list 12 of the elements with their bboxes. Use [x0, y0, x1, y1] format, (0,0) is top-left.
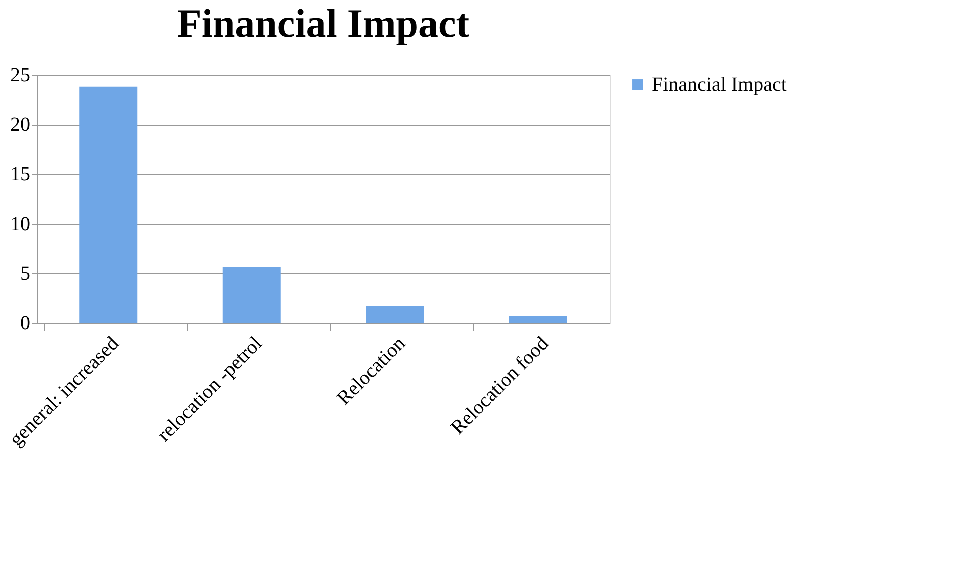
chart-title: Financial Impact — [177, 1, 470, 46]
y-tick-label: 20 — [10, 114, 30, 136]
y-tick-label: 0 — [20, 312, 30, 334]
bar — [509, 316, 568, 323]
y-tick-label: 25 — [10, 64, 30, 86]
y-tick-label: 5 — [20, 262, 30, 285]
bar — [366, 306, 424, 323]
y-tick-label: 15 — [10, 164, 30, 186]
y-tick-label: 10 — [10, 213, 30, 236]
bar — [80, 86, 138, 323]
legend-label: Financial Impact — [652, 74, 788, 96]
bar — [222, 267, 281, 323]
